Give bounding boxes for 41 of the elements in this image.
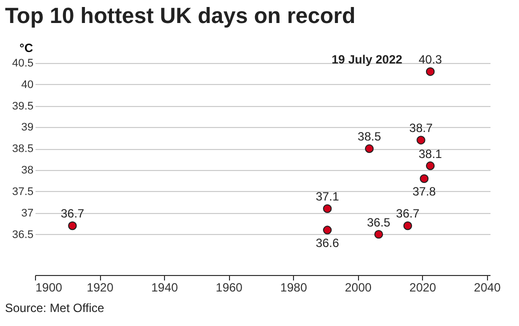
x-tick-label: 2000 — [344, 280, 372, 294]
data-label: 37.1 — [316, 190, 340, 204]
data-label: 36.6 — [316, 236, 340, 250]
point — [426, 67, 435, 76]
y-tick-label: 39.5 — [12, 100, 34, 112]
source-note: Source: Met Office — [5, 301, 104, 315]
y-tick-label: 40.5 — [12, 58, 34, 70]
data-label: 38.7 — [409, 121, 433, 136]
point — [420, 174, 429, 183]
point — [374, 230, 384, 239]
point — [403, 221, 412, 230]
point — [68, 221, 77, 230]
y-tick-label: 39 — [21, 122, 34, 134]
data-label: 37.8 — [412, 184, 436, 199]
x-tick-label: 1980 — [280, 280, 308, 294]
x-tick-label: 2040 — [474, 280, 501, 294]
chart-title: Top 10 hottest UK days on record — [5, 3, 356, 28]
x-tick-label: 1900 — [36, 280, 63, 294]
y-tick-label: 38 — [21, 164, 34, 177]
data-label: 38.5 — [358, 130, 382, 144]
x-tick-label: 1940 — [151, 280, 178, 294]
point — [322, 226, 332, 234]
y-tick-label: 37.5 — [12, 186, 34, 198]
data-label: 36.7 — [396, 206, 420, 221]
x-tick-label: 1920 — [86, 280, 114, 294]
data-label: 40.3 — [418, 52, 442, 67]
data-label: 36.7 — [60, 206, 84, 221]
point — [426, 161, 435, 170]
x-tick-label: 1960 — [216, 280, 243, 294]
point — [364, 144, 374, 154]
y-tick-label: 40 — [21, 78, 34, 91]
data-label: 38.1 — [418, 146, 442, 161]
data-label: 36.5 — [366, 215, 391, 230]
y-tick-label: 38.5 — [12, 143, 34, 156]
annotation: 19 July 2022 — [332, 52, 403, 67]
x-tick-label: 2020 — [409, 280, 436, 294]
y-tick-label: 36.5 — [12, 228, 34, 241]
point — [416, 136, 426, 144]
point — [322, 204, 332, 213]
y-axis-title: °C — [20, 41, 34, 55]
y-tick-label: 37 — [21, 207, 34, 220]
